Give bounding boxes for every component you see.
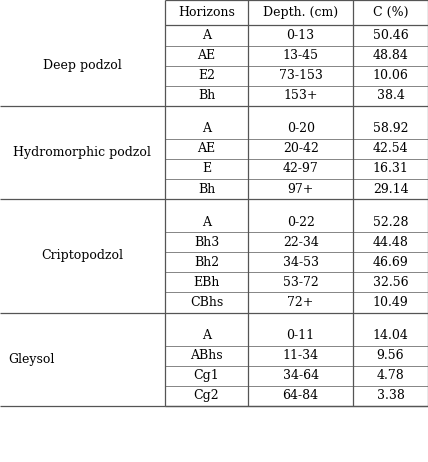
Text: Deep podzol: Deep podzol [43,59,122,72]
Text: 3.38: 3.38 [377,389,404,402]
Text: 13-45: 13-45 [282,49,319,62]
Text: 97+: 97+ [288,182,314,195]
Text: 0-20: 0-20 [287,122,315,135]
Text: 53-72: 53-72 [283,276,318,289]
Text: 0-11: 0-11 [287,329,315,342]
Text: 29.14: 29.14 [373,182,408,195]
Text: 52.28: 52.28 [373,216,408,229]
Text: 48.84: 48.84 [373,49,408,62]
Text: 34-64: 34-64 [282,369,319,382]
Text: 16.31: 16.31 [373,163,408,176]
Text: Bh: Bh [198,89,215,102]
Text: Gleysol: Gleysol [9,353,55,366]
Text: 50.46: 50.46 [373,29,408,42]
Text: 32.56: 32.56 [373,276,408,289]
Text: 46.69: 46.69 [373,256,408,269]
Text: 34-53: 34-53 [282,256,319,269]
Text: Criptopodzol: Criptopodzol [42,249,123,262]
Text: 22-34: 22-34 [283,236,318,249]
Text: 72+: 72+ [288,296,314,309]
Text: 58.92: 58.92 [373,122,408,135]
Text: Cg1: Cg1 [193,369,220,382]
Text: 153+: 153+ [283,89,318,102]
Text: 42-97: 42-97 [283,163,318,176]
Text: A: A [202,216,211,229]
Text: 4.78: 4.78 [377,369,404,382]
Text: 44.48: 44.48 [373,236,408,249]
Text: Bh: Bh [198,182,215,195]
Text: Cg2: Cg2 [194,389,219,402]
Text: CBhs: CBhs [190,296,223,309]
Text: Bh3: Bh3 [194,236,219,249]
Text: 9.56: 9.56 [377,349,404,362]
Text: E2: E2 [198,69,215,82]
Text: 42.54: 42.54 [373,142,408,155]
Text: 38.4: 38.4 [377,89,404,102]
Text: Depth. (cm): Depth. (cm) [263,6,338,19]
Text: EBh: EBh [193,276,220,289]
Text: 73-153: 73-153 [279,69,323,82]
Text: A: A [202,122,211,135]
Text: Horizons: Horizons [178,6,235,19]
Text: Bh2: Bh2 [194,256,219,269]
Text: 11-34: 11-34 [282,349,319,362]
Text: ABhs: ABhs [190,349,223,362]
Text: A: A [202,29,211,42]
Text: A: A [202,329,211,342]
Text: 64-84: 64-84 [282,389,319,402]
Text: Hydromorphic podzol: Hydromorphic podzol [13,146,152,159]
Text: 0-22: 0-22 [287,216,315,229]
Text: AE: AE [197,142,216,155]
Text: E: E [202,163,211,176]
Text: AE: AE [197,49,216,62]
Text: 14.04: 14.04 [373,329,408,342]
Text: 0-13: 0-13 [287,29,315,42]
Text: 20-42: 20-42 [283,142,318,155]
Text: 10.06: 10.06 [373,69,408,82]
Text: 10.49: 10.49 [373,296,408,309]
Text: C (%): C (%) [373,6,408,19]
